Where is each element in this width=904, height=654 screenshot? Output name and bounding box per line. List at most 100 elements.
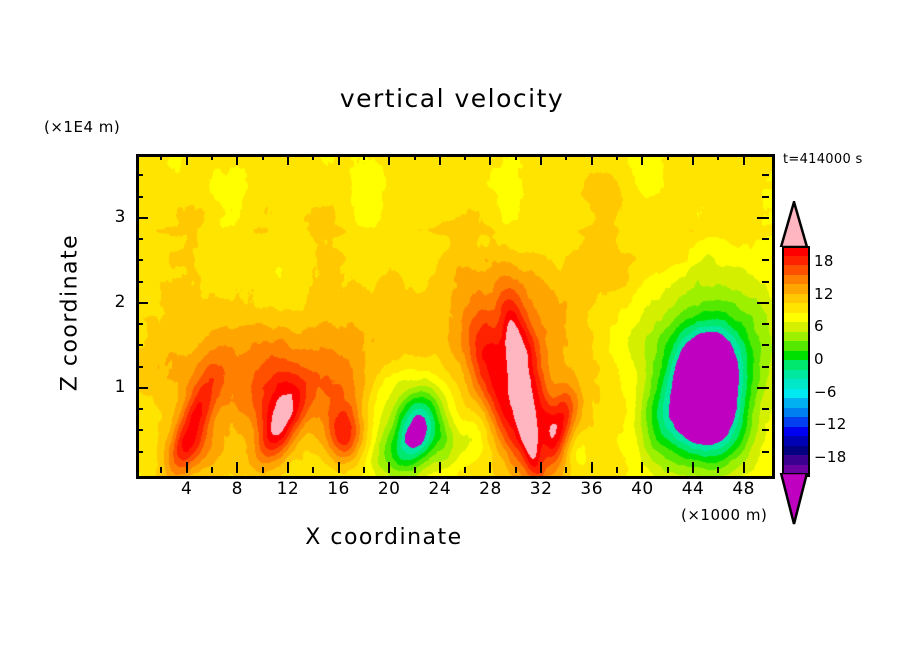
tick-mark — [514, 467, 517, 473]
x-tick-label: 8 — [231, 479, 243, 499]
tick-mark — [136, 408, 143, 411]
colorbar-band — [782, 322, 810, 333]
colorbar-band — [782, 445, 810, 456]
tick-mark — [666, 154, 669, 160]
tick-mark — [757, 301, 769, 304]
colorbar-band — [782, 312, 810, 323]
tick-mark — [312, 154, 315, 160]
colorbar-low-arrow — [778, 471, 810, 525]
colorbar-tick-label: −12 — [814, 415, 847, 434]
colorbar-band — [782, 407, 810, 418]
contour-plot-area — [136, 154, 775, 479]
colorbar-band — [782, 388, 810, 399]
tick-mark — [590, 462, 593, 473]
tick-mark — [540, 462, 543, 473]
tick-mark — [762, 174, 769, 177]
colorbar-band — [782, 255, 810, 266]
colorbar-tick-label: 6 — [814, 317, 824, 336]
y-tick-label: 1 — [114, 376, 126, 397]
tick-mark — [261, 154, 264, 160]
tick-mark — [762, 323, 769, 326]
colorbar-high-arrow — [778, 197, 810, 249]
tick-mark — [464, 467, 467, 473]
tick-mark — [413, 467, 416, 473]
tick-mark — [717, 467, 720, 473]
colorbar-band — [782, 341, 810, 352]
tick-mark — [762, 450, 769, 453]
tick-mark — [762, 429, 769, 432]
tick-mark — [185, 154, 188, 165]
tick-mark — [641, 462, 644, 473]
tick-mark — [762, 408, 769, 411]
tick-mark — [742, 154, 745, 165]
tick-mark — [762, 195, 769, 198]
colorbar-band — [782, 398, 810, 409]
tick-mark — [590, 154, 593, 165]
x-tick-label: 12 — [276, 479, 300, 499]
x-tick-label: 16 — [327, 479, 350, 499]
tick-mark — [136, 365, 143, 368]
tick-mark — [337, 154, 340, 165]
tick-mark — [136, 429, 143, 432]
x-tick-label: 32 — [529, 479, 553, 499]
colorbar-band — [782, 360, 810, 371]
vertical-velocity-field — [139, 157, 772, 476]
tick-mark — [362, 154, 365, 160]
x-tick-label: 48 — [732, 479, 755, 499]
x-tick-label: 4 — [180, 479, 193, 499]
x-tick-label: 28 — [479, 479, 502, 499]
tick-mark — [757, 386, 769, 389]
tick-mark — [514, 154, 517, 160]
colorbar: 18 12 6 0 −6 −12 −18 — [778, 197, 846, 525]
colorbar-tick-label: 18 — [814, 252, 834, 271]
tick-mark — [616, 467, 619, 473]
tick-mark — [641, 154, 644, 165]
tick-mark — [388, 462, 391, 473]
x-tick-label: 44 — [681, 479, 705, 499]
y-axis-title: Z coordinate — [57, 233, 83, 392]
tick-mark — [160, 154, 163, 160]
tick-mark — [438, 462, 441, 473]
tick-mark — [136, 195, 143, 198]
tick-mark — [666, 467, 669, 473]
y-tick-label: 3 — [114, 206, 126, 227]
tick-mark — [438, 154, 441, 165]
tick-mark — [692, 154, 695, 165]
colorbar-tick-label: 0 — [814, 350, 824, 368]
timestamp-label: t=414000 s — [783, 152, 863, 167]
tick-mark — [489, 462, 492, 473]
tick-mark — [540, 154, 543, 165]
tick-mark — [136, 238, 143, 241]
tick-mark — [762, 344, 769, 347]
colorbar-band — [782, 417, 810, 428]
tick-mark — [717, 154, 720, 160]
tick-mark — [136, 259, 143, 262]
tick-mark — [489, 154, 492, 165]
tick-mark — [236, 462, 239, 473]
x-tick-label: 24 — [428, 479, 452, 499]
page-title: vertical velocity — [339, 84, 565, 113]
tick-mark — [757, 216, 769, 219]
tick-mark — [136, 450, 143, 453]
tick-mark — [565, 467, 568, 473]
tick-mark — [362, 467, 365, 473]
tick-mark — [136, 386, 148, 389]
colorbar-band — [782, 436, 810, 447]
tick-mark — [692, 462, 695, 473]
colorbar-band — [782, 284, 810, 295]
colorbar-band — [782, 379, 810, 390]
tick-mark — [388, 154, 391, 165]
tick-mark — [210, 467, 213, 473]
x-tick-label: 40 — [631, 479, 654, 499]
tick-mark — [236, 154, 239, 165]
colorbar-tick-label: −18 — [814, 447, 847, 466]
colorbar-band — [782, 369, 810, 380]
colorbar-band — [782, 303, 810, 314]
colorbar-tick-label: −6 — [814, 382, 837, 401]
tick-mark — [286, 154, 289, 165]
tick-mark — [742, 462, 745, 473]
y-axis-unit-label: (×1E4 m) — [44, 118, 121, 136]
colorbar-band — [782, 331, 810, 342]
tick-mark — [286, 462, 289, 473]
tick-mark — [762, 238, 769, 241]
